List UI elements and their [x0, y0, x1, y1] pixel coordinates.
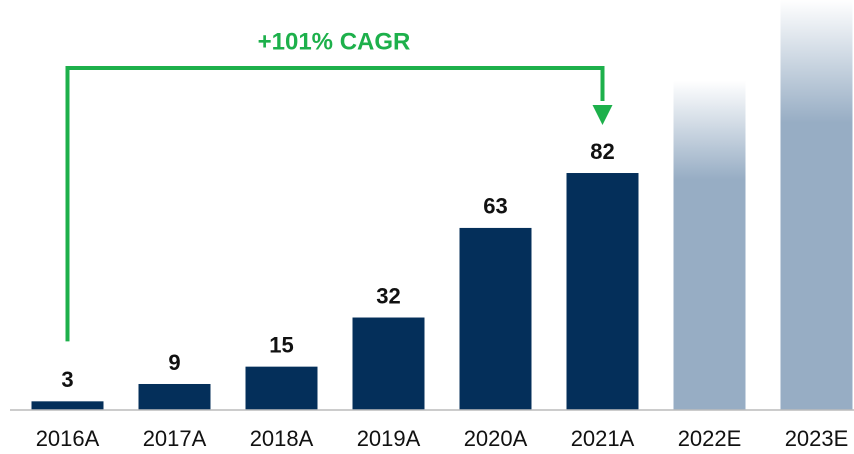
x-tick-label: 2016A — [36, 426, 100, 451]
value-label: 82 — [590, 139, 614, 164]
bar — [352, 317, 425, 410]
value-label: 63 — [483, 194, 507, 219]
x-tick-label: 2018A — [250, 426, 314, 451]
x-tick-label: 2017A — [143, 426, 207, 451]
x-tick-label: 2023E — [785, 426, 849, 451]
cagr-bracket — [65, 66, 605, 342]
value-label: 3 — [61, 367, 73, 392]
x-tick-label: 2022E — [678, 426, 742, 451]
bar — [31, 401, 104, 410]
cagr-arrowhead — [592, 105, 613, 126]
x-tick-label: 2019A — [357, 426, 421, 451]
bar — [566, 173, 639, 410]
value-label: 32 — [376, 283, 400, 308]
value-label: 15 — [269, 332, 293, 357]
bar — [245, 366, 318, 410]
x-tick-label: 2021A — [571, 426, 635, 451]
value-label: 9 — [168, 350, 180, 375]
bar — [459, 227, 532, 410]
bar — [673, 80, 746, 410]
bar — [138, 383, 211, 410]
annotation: +101% CAGR — [258, 28, 411, 55]
bar — [780, 0, 853, 411]
x-tick-label: 2020A — [464, 426, 528, 451]
